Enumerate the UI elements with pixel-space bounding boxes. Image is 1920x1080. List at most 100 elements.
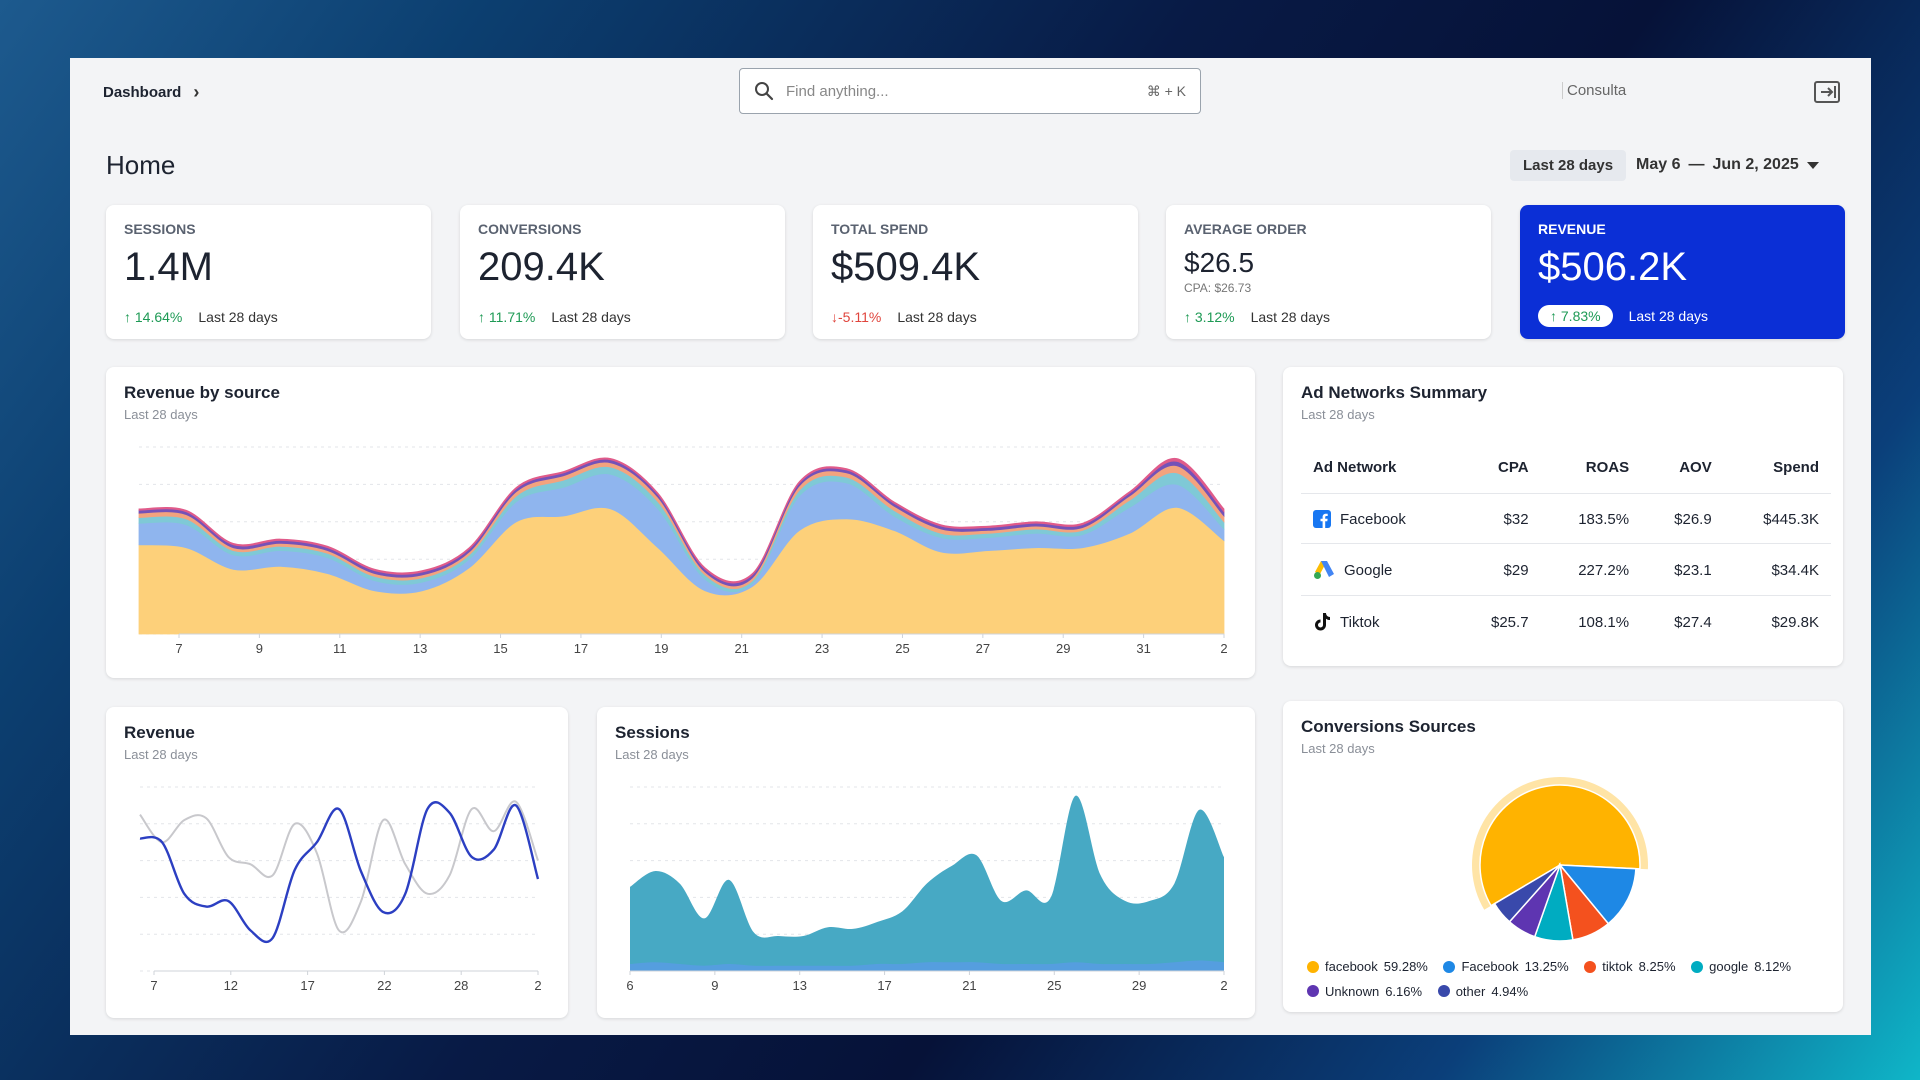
legend-swatch (1307, 960, 1319, 973)
kpi-sessions[interactable]: SESSIONS 1.4M ↑ 14.64% Last 28 days (106, 205, 431, 339)
arrow-up-icon: ↑ (1550, 308, 1557, 324)
logout-icon[interactable] (1813, 80, 1841, 104)
x-tick-label: 29 (1056, 641, 1070, 656)
x-tick-label: 13 (792, 978, 806, 993)
account-name[interactable]: Consulta (1562, 82, 1637, 99)
x-tick-label: 7 (175, 641, 182, 656)
kpi-label: CONVERSIONS (478, 221, 582, 237)
x-tick-label: 13 (413, 641, 427, 656)
kpi-change: ↓-5.11% (831, 309, 882, 325)
spend-cell: $34.4K (1723, 543, 1831, 596)
sessions-base-area[interactable] (630, 960, 1224, 972)
kpi-conversions[interactable]: CONVERSIONS 209.4K ↑ 11.71% Last 28 days (460, 205, 785, 339)
kpi-period: Last 28 days (198, 309, 278, 325)
kpi-label: AVERAGE ORDER (1184, 221, 1307, 237)
search-shortcut-hint: ⌘ + K (1146, 82, 1186, 99)
pie-slice-facebook-2[interactable] (1558, 864, 1637, 925)
card-title: Conversions Sources (1301, 717, 1476, 736)
col-roas[interactable]: ROAS (1540, 447, 1642, 494)
kpi-change: ↑ 3.12% (1184, 309, 1235, 325)
legend-item[interactable]: google 8.12% (1691, 955, 1791, 978)
sessions-area-chart[interactable]: 6 9 13 17 21 25 29 2 (597, 707, 1255, 1018)
sessions-card: Sessions Last 28 days 6 9 13 17 21 25 29 2 (597, 707, 1255, 1018)
sessions-area[interactable] (630, 795, 1224, 971)
kpi-value: 209.4K (478, 245, 605, 289)
revenue-line-chart[interactable]: 7 12 17 22 28 2 (106, 707, 568, 1018)
x-tick-label: 9 (256, 641, 263, 656)
kpi-change-pill: ↑ 7.83% (1538, 305, 1613, 327)
kpi-value: 1.4M (124, 245, 213, 289)
line-series-1[interactable] (139, 801, 540, 944)
card-title: Revenue by source (124, 383, 280, 402)
revenue-by-source-card: Revenue by source Last 28 days 7 9 11 13 15 1… (106, 367, 1255, 678)
kpi-value: $26.5 (1184, 247, 1255, 278)
kpi-period: Last 28 days (551, 309, 631, 325)
x-tick-label: 31 (1136, 641, 1150, 656)
search-input[interactable] (784, 81, 1147, 101)
x-tick-label: 19 (654, 641, 668, 656)
kpi-value: $506.2K (1538, 245, 1688, 289)
pie-slice-facebook[interactable] (1479, 784, 1641, 907)
x-tick-label: 21 (734, 641, 748, 656)
breadcrumb-dashboard[interactable]: Dashboard (103, 84, 182, 101)
kpi-change: ↑ 14.64% (124, 309, 183, 325)
legend-swatch (1437, 985, 1450, 997)
table-header-row: Ad Network CPA ROAS AOV Spend (1301, 447, 1831, 494)
line-series-2[interactable] (139, 800, 539, 934)
range-end: Jun 2, 2025 (1712, 156, 1799, 173)
col-ad-network[interactable]: Ad Network (1301, 447, 1458, 494)
col-cpa[interactable]: CPA (1457, 447, 1541, 494)
card-title: Revenue (124, 723, 195, 742)
arrow-up-icon: ↑ (478, 309, 485, 325)
kpi-label: SESSIONS (124, 221, 196, 237)
ad-networks-card: Ad Networks Summary Last 28 days Ad Netw… (1283, 367, 1843, 666)
conversions-pie-chart[interactable] (1283, 701, 1843, 951)
kpi-change: ↑ 11.71% (478, 309, 536, 325)
x-tick-label: 9 (711, 978, 718, 993)
x-tick-label: 2 (1220, 978, 1227, 993)
table-row[interactable]: Tiktok $25.7 108.1% $27.4 $29.8K (1301, 596, 1831, 648)
revenue-card: Revenue Last 28 days 7 12 17 22 28 2 (106, 707, 568, 1018)
legend-item[interactable]: Facebook 13.25% (1443, 955, 1569, 978)
x-tick-label: 12 (224, 978, 238, 993)
chevron-right-icon: › (193, 82, 200, 102)
kpi-period: Last 28 days (897, 309, 977, 325)
kpi-value: $509.4K (831, 245, 981, 289)
area-series-6[interactable] (138, 457, 1225, 584)
tiktok-icon (1315, 613, 1330, 631)
date-range-picker[interactable]: May 6 — Jun 2, 2025 (1636, 156, 1819, 174)
date-range-preset[interactable]: Last 28 days (1510, 150, 1627, 181)
table-row[interactable]: Facebook $32 183.5% $26.9 $445.3K (1301, 493, 1831, 544)
kpi-average-order[interactable]: AVERAGE ORDER $26.5 CPA: $26.73 ↑ 3.12% … (1166, 205, 1491, 339)
col-spend[interactable]: Spend (1723, 447, 1831, 494)
aov-cell: $27.4 (1674, 613, 1712, 631)
legend-item[interactable]: other 4.94% (1437, 980, 1528, 1003)
col-aov[interactable]: AOV (1641, 447, 1724, 494)
table-row[interactable]: Google $29 227.2% $23.1 $34.4K (1301, 543, 1831, 596)
google-ads-icon (1314, 561, 1334, 579)
legend-item[interactable]: Unknown 6.16% (1307, 980, 1422, 1003)
search-box[interactable]: ⌘ + K (739, 68, 1201, 114)
card-title: Sessions (615, 723, 690, 742)
legend-swatch (1691, 960, 1704, 973)
legend-item[interactable]: facebook 59.28% (1307, 955, 1428, 978)
kpi-cpa: CPA: $26.73 (1184, 281, 1252, 295)
kpi-revenue[interactable]: REVENUE $506.2K ↑ 7.83% Last 28 days (1520, 205, 1845, 339)
kpi-period: Last 28 days (1628, 308, 1708, 324)
kpi-label: REVENUE (1538, 221, 1606, 237)
x-tick-label: 28 (454, 978, 468, 993)
card-title: Ad Networks Summary (1301, 383, 1488, 402)
breadcrumb[interactable]: Dashboard › (103, 82, 199, 103)
roas-cell: 183.5% (1540, 493, 1642, 544)
legend-swatch (1584, 960, 1597, 973)
kpi-total-spend[interactable]: TOTAL SPEND $509.4K ↓-5.11% Last 28 days (813, 205, 1138, 339)
legend-item[interactable]: tiktok 8.25% (1584, 955, 1676, 978)
range-separator: — (1688, 156, 1705, 173)
caret-down-icon (1806, 161, 1819, 169)
x-tick-label: 11 (333, 641, 347, 656)
revenue-by-source-chart[interactable]: 7 9 11 13 15 17 19 21 23 25 27 29 31 2 (106, 367, 1255, 678)
x-tick-label: 15 (493, 641, 507, 656)
x-tick-label: 23 (815, 641, 829, 656)
pie-slice-other[interactable] (1493, 864, 1561, 923)
x-tick-label: 22 (377, 978, 391, 993)
